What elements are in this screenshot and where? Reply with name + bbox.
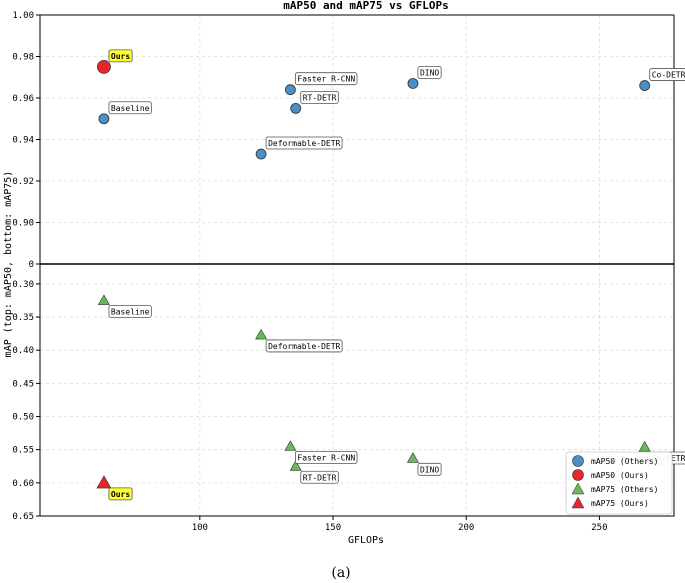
data-label: Baseline xyxy=(111,104,150,113)
plot-frame xyxy=(39,14,675,517)
data-point-triangle xyxy=(255,328,268,340)
data-point-circle xyxy=(290,102,302,114)
data-labels: Baseline Faster R-CNN RT-DETR Deformable-DE… xyxy=(108,49,685,501)
data-label: Ours xyxy=(111,490,130,499)
data-label-box xyxy=(417,66,442,79)
data-point-triangle xyxy=(284,440,297,451)
data-label: RT-DETR xyxy=(303,93,337,102)
data-label-box xyxy=(295,450,358,464)
y-tick-label: 0.45 xyxy=(12,379,34,389)
data-label-box xyxy=(108,305,152,318)
x-tick-label: 100 xyxy=(192,523,208,533)
data-point-triangle xyxy=(97,294,110,305)
y-tick-label: 1.00 xyxy=(12,11,34,21)
data-point-triangle xyxy=(406,452,419,463)
y-tick-label: 0.55 xyxy=(12,446,34,456)
data-label: Deformable-DETR xyxy=(268,139,340,148)
data-label: DINO xyxy=(420,465,439,474)
y-tick-label: 0.92 xyxy=(12,177,34,187)
data-label-box xyxy=(265,339,343,353)
data-label-box xyxy=(417,462,442,476)
data-point-circle xyxy=(407,78,419,89)
data-label-box xyxy=(649,68,685,81)
data-point-circle xyxy=(255,148,267,160)
legend: mAP50 (Others) mAP50 (Ours) mAP75 (Others)… xyxy=(565,451,673,515)
figure-caption: (a) xyxy=(331,565,350,581)
y-tick-label: 0 xyxy=(29,260,34,270)
data-label: Baseline xyxy=(111,307,150,316)
x-tick-label: 200 xyxy=(458,523,474,533)
data-label-box xyxy=(300,90,339,104)
data-point-circle xyxy=(97,59,111,74)
tick-labels: 100 150 200 250 0.90 0.92 0.94 0.96 0.98 1.00 0 0.3… xyxy=(12,11,607,533)
data-label: Faster R-CNN xyxy=(297,75,355,84)
y-tick-label: 0.30 xyxy=(12,280,34,290)
legend-marker-circle xyxy=(572,455,584,467)
legend-marker-circle xyxy=(572,469,584,481)
data-points xyxy=(96,59,651,489)
y-tick-label: 0.50 xyxy=(12,413,34,423)
x-tick-label: 150 xyxy=(325,523,341,533)
data-point-circle xyxy=(98,113,110,125)
data-label: Co-DETR xyxy=(652,71,685,80)
data-label-box xyxy=(300,470,339,484)
data-point-triangle xyxy=(638,440,651,452)
y-tick-label: 0.90 xyxy=(12,219,34,229)
y-tick-label: 0.94 xyxy=(12,136,34,146)
data-point-triangle xyxy=(289,460,302,471)
axes xyxy=(36,14,675,520)
data-label-box xyxy=(108,487,133,501)
data-label: Ours xyxy=(111,52,130,61)
data-label: Faster R-CNN xyxy=(297,453,355,462)
legend-marker-triangle xyxy=(571,482,585,495)
x-tick-label: 250 xyxy=(591,523,607,533)
y-tick-label: 0.35 xyxy=(12,313,34,323)
data-label: RT-DETR xyxy=(303,473,337,482)
data-point-circle xyxy=(639,80,651,91)
y-tick-label: 0.40 xyxy=(12,346,34,356)
y-axis-label: mAP (top: mAP50, bottom: mAP75) xyxy=(3,171,14,358)
data-label: DINO xyxy=(420,68,439,77)
data-point-circle xyxy=(285,84,296,96)
legend-box xyxy=(565,451,673,515)
legend-label: mAP50 (Others) xyxy=(591,457,658,466)
data-label-box xyxy=(108,101,152,115)
legend-label: mAP75 (Others) xyxy=(591,485,658,494)
data-point-triangle xyxy=(96,475,112,489)
y-tick-label: 0.65 xyxy=(12,512,34,522)
grid-lines xyxy=(40,15,674,516)
y-tick-label: 0.60 xyxy=(12,479,34,489)
data-label: Deformable-DETR xyxy=(268,342,340,351)
x-axis-label: GFLOPs xyxy=(348,535,384,546)
y-tick-label: 0.96 xyxy=(12,94,34,104)
data-label-box xyxy=(108,49,133,63)
data-label-box xyxy=(295,72,358,86)
chart-title: mAP50 and mAP75 vs GFLOPs xyxy=(283,0,449,12)
y-tick-label: 0.98 xyxy=(12,53,34,63)
legend-marker-triangle xyxy=(571,496,585,509)
legend-label: mAP50 (Ours) xyxy=(591,471,649,480)
data-label-box xyxy=(265,136,343,150)
legend-label: mAP75 (Ours) xyxy=(591,499,649,508)
